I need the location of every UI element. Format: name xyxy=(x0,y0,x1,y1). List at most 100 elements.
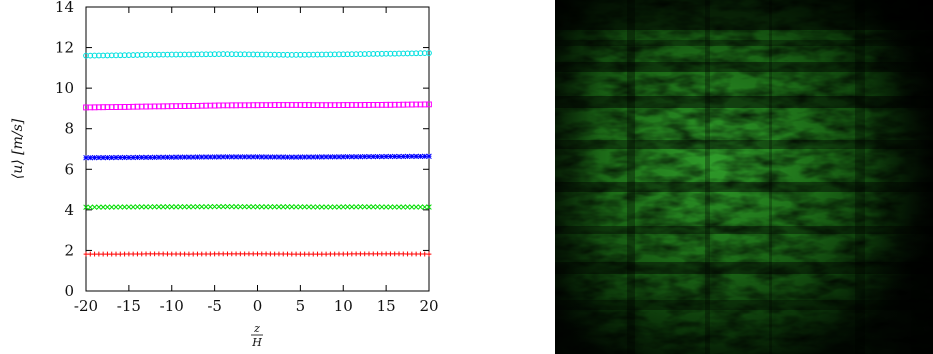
data-point xyxy=(258,51,265,58)
data-point xyxy=(225,251,230,257)
data-point xyxy=(134,204,141,210)
data-point xyxy=(391,50,398,57)
data-point xyxy=(259,251,265,257)
data-point xyxy=(400,50,407,57)
x-tick-label: 5 xyxy=(296,297,306,315)
data-point xyxy=(91,52,98,59)
data-point xyxy=(96,251,102,257)
data-point xyxy=(284,204,291,210)
data-point xyxy=(220,203,226,210)
data-point xyxy=(181,154,188,160)
data-point xyxy=(147,251,153,257)
data-point xyxy=(413,153,419,160)
data-point xyxy=(160,154,166,161)
data-point xyxy=(404,153,411,160)
data-point xyxy=(134,52,141,58)
data-point xyxy=(353,153,359,160)
data-point xyxy=(383,251,389,257)
data-point xyxy=(229,251,235,257)
data-point xyxy=(229,203,235,210)
data-point xyxy=(302,251,308,257)
data-point xyxy=(405,251,410,257)
data-point xyxy=(212,251,218,257)
data-point xyxy=(254,204,261,210)
data-point xyxy=(319,251,325,257)
data-point xyxy=(426,101,432,108)
data-point xyxy=(293,204,299,210)
data-point xyxy=(198,51,205,58)
data-point xyxy=(315,251,320,257)
data-point xyxy=(327,204,334,210)
data-point xyxy=(237,251,243,257)
data-point xyxy=(126,251,132,257)
data-point xyxy=(301,154,308,160)
x-tick-label: 10 xyxy=(334,297,353,315)
data-point xyxy=(195,251,200,257)
data-point xyxy=(314,51,321,58)
data-point xyxy=(186,204,192,210)
data-point xyxy=(375,251,380,257)
y-tick-label: 14 xyxy=(55,0,74,16)
data-point xyxy=(130,154,136,161)
data-point xyxy=(156,204,162,210)
data-point xyxy=(297,251,303,257)
data-point xyxy=(164,204,171,210)
data-point xyxy=(211,203,218,210)
data-point xyxy=(177,204,184,210)
data-point xyxy=(400,251,406,257)
data-point xyxy=(314,154,321,160)
data-point xyxy=(370,51,377,57)
data-point xyxy=(387,153,394,160)
data-point xyxy=(134,154,141,161)
data-point xyxy=(177,251,183,257)
data-point xyxy=(301,204,308,210)
data-point xyxy=(323,204,329,210)
data-point xyxy=(254,154,261,160)
data-point xyxy=(246,251,252,257)
data-point xyxy=(173,51,179,58)
data-point xyxy=(186,51,192,58)
data-point xyxy=(95,52,102,59)
data-point xyxy=(340,51,347,58)
data-point xyxy=(216,51,222,58)
data-point xyxy=(421,153,428,160)
y-tick-label: 2 xyxy=(64,241,74,259)
data-point xyxy=(374,50,381,57)
x-axis-label-denominator: H xyxy=(251,336,262,349)
data-point xyxy=(271,51,278,58)
data-point xyxy=(194,51,201,58)
data-point xyxy=(370,251,376,257)
data-point xyxy=(327,51,334,58)
data-point xyxy=(344,51,351,58)
data-point xyxy=(105,251,110,257)
data-point xyxy=(91,204,98,210)
data-point xyxy=(345,251,350,257)
data-point xyxy=(151,154,158,161)
data-point xyxy=(378,50,385,57)
data-point xyxy=(113,52,119,59)
data-point xyxy=(190,204,196,210)
data-point xyxy=(152,251,157,257)
data-point xyxy=(408,50,415,57)
data-point xyxy=(138,51,145,58)
data-point xyxy=(143,204,149,210)
data-point xyxy=(173,204,179,210)
x-tick-label: -15 xyxy=(117,297,141,315)
data-point xyxy=(349,154,355,160)
data-point xyxy=(263,51,269,58)
data-point xyxy=(160,204,166,210)
data-point xyxy=(151,51,158,58)
data-point xyxy=(418,251,423,257)
data-point xyxy=(271,154,278,160)
data-point xyxy=(168,154,175,160)
series-5 xyxy=(83,50,432,59)
data-point xyxy=(409,204,415,210)
data-point xyxy=(426,204,432,210)
data-point xyxy=(310,154,316,160)
series-1 xyxy=(83,251,432,257)
data-point xyxy=(388,251,393,257)
data-point xyxy=(113,251,119,257)
data-point xyxy=(228,51,235,58)
data-point xyxy=(125,52,132,59)
data-point xyxy=(117,52,124,59)
